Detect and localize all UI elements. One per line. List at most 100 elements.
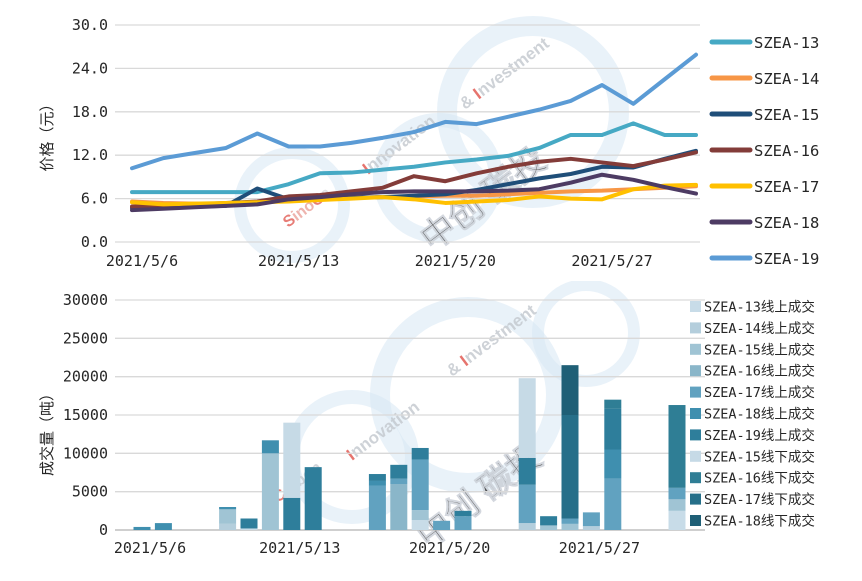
- bar-segment-SZEA-15线下成交: [518, 378, 536, 458]
- legend-item-SZEA-17线下成交: SZEA-17线下成交: [690, 491, 815, 508]
- bar-segment-SZEA-19线上成交: [283, 497, 301, 530]
- x-tick-label: 2021/5/6: [106, 252, 178, 270]
- legend-item-SZEA-17线上成交: SZEA-17线上成交: [690, 384, 815, 401]
- bar-2021/5/14: [304, 467, 322, 530]
- legend-item-SZEA-18线下成交: SZEA-18线下成交: [690, 513, 815, 530]
- bar-segment-SZEA-19线上成交: [454, 510, 472, 517]
- legend-swatch-SZEA-19线上成交: [690, 429, 701, 441]
- bar-segment-SZEA-17线上成交: [561, 518, 579, 524]
- legend-label: SZEA-17线下成交: [704, 491, 815, 508]
- y-tick-label: 10000: [63, 444, 108, 462]
- y-tick-label: 15000: [63, 406, 108, 424]
- bar-segment-SZEA-19线上成交: [540, 516, 558, 526]
- bar-2021/5/28: [604, 399, 622, 530]
- x-tick-label: 2021/5/13: [258, 252, 339, 270]
- x-tick-label: 2021/5/27: [559, 539, 640, 557]
- bar-2021/5/19: [411, 447, 429, 530]
- x-tick-label: 2021/5/13: [259, 539, 340, 557]
- bar-segment-SZEA-15线上成交: [561, 523, 579, 530]
- legend-swatch-SZEA-15线下成交: [690, 450, 701, 462]
- bar-2021/5/26: [561, 365, 579, 530]
- bar-segment-SZEA-17线上成交: [518, 484, 536, 524]
- legend-label: SZEA-15线下成交: [704, 448, 815, 465]
- y-tick-label: 30.0: [72, 16, 108, 34]
- bar-segment-SZEA-17线上成交: [582, 512, 600, 527]
- x-tick-label: 2021/5/27: [571, 252, 652, 270]
- legend-label: SZEA-15: [754, 106, 819, 124]
- line-SZEA-19: [130, 52, 698, 171]
- legend-label: SZEA-16线下成交: [704, 470, 815, 487]
- legend-swatch-SZEA-14线上成交: [690, 322, 701, 334]
- legend-item-SZEA-14: SZEA-14: [709, 70, 819, 88]
- legend-swatch-SZEA-17线下成交: [690, 493, 701, 505]
- bar-segment-SZEA-16线下成交: [604, 399, 622, 409]
- bar-segment-SZEA-17线上成交: [433, 520, 451, 530]
- bar-segment-SZEA-19线上成交: [390, 464, 408, 479]
- legend-label: SZEA-18: [754, 214, 819, 232]
- bar-2021/5/18: [390, 464, 408, 530]
- bar-segment-SZEA-15线上成交: [219, 509, 237, 524]
- legend-item-SZEA-17: SZEA-17: [709, 178, 819, 196]
- bar-segment-SZEA-13线上成交: [668, 510, 686, 530]
- bar-segment-SZEA-15线上成交: [668, 499, 686, 511]
- legend-item-SZEA-15线下成交: SZEA-15线下成交: [690, 448, 815, 465]
- bar-segment-SZEA-19线上成交: [411, 447, 429, 460]
- bar-segment-SZEA-18线上成交: [261, 440, 279, 454]
- legend-swatch-SZEA-15线上成交: [690, 343, 701, 355]
- legend-item-SZEA-13: SZEA-13: [709, 34, 819, 52]
- bar-segment-SZEA-17线上成交: [668, 487, 686, 500]
- bar-segment-SZEA-18线上成交: [604, 449, 622, 479]
- y-tick-label: 0.0: [81, 233, 108, 251]
- y-tick-label: 25000: [63, 329, 108, 347]
- legend-label: SZEA-19: [754, 250, 819, 268]
- line-SZEA-13: [130, 121, 698, 195]
- bar-2021/5/20: [433, 520, 451, 530]
- bar-segment-SZEA-18线上成交: [133, 526, 151, 530]
- bar-segment-SZEA-19线上成交: [240, 518, 258, 529]
- legend-item-SZEA-16线上成交: SZEA-16线上成交: [690, 363, 815, 380]
- y-tick-label: 30000: [63, 291, 108, 309]
- legend-swatch-SZEA-16线下成交: [690, 472, 701, 484]
- y-tick-label: 12.0: [72, 146, 108, 164]
- bar-segment-SZEA-15线上成交: [411, 510, 429, 521]
- bar-2021/5/11: [240, 518, 258, 530]
- legend-label: SZEA-15线上成交: [704, 341, 815, 358]
- legend-item-SZEA-19: SZEA-19: [709, 250, 819, 268]
- bar-segment-SZEA-19线上成交: [604, 408, 622, 450]
- bar-segment-SZEA-13线上成交: [240, 528, 258, 530]
- watermark-sinocarbon: SinoCa: [280, 184, 334, 231]
- bar-segment-SZEA-18线上成交: [368, 480, 386, 486]
- legend-label: SZEA-16: [754, 142, 819, 160]
- legend-label: SZEA-17线上成交: [704, 384, 815, 401]
- bar-segment-SZEA-16线下成交: [668, 405, 686, 488]
- legend-swatch-SZEA-13线上成交: [690, 301, 701, 312]
- bar-segment-SZEA-19线上成交: [518, 457, 536, 485]
- bar-segment-SZEA-17线上成交: [604, 478, 622, 530]
- bar-2021/5/13: [283, 422, 301, 530]
- legend-item-SZEA-15线上成交: SZEA-15线上成交: [690, 341, 815, 358]
- y-tick-label: 18.0: [72, 103, 108, 121]
- volume-stacked-bar-chart: Innovation& InvestmentoCarbon中创 碳投050001…: [38, 281, 815, 557]
- bar-2021/5/6: [133, 526, 151, 530]
- y-axis-title: 价格（元）: [39, 96, 56, 171]
- legend-item-SZEA-19线上成交: SZEA-19线上成交: [690, 427, 815, 444]
- legend-item-SZEA-16: SZEA-16: [709, 142, 819, 160]
- bar-segment-SZEA-15线上成交: [261, 453, 279, 530]
- x-tick-label: 2021/5/20: [415, 252, 496, 270]
- y-tick-label: 6.0: [81, 190, 108, 208]
- legend-label: SZEA-14线上成交: [704, 320, 815, 337]
- bar-segment-SZEA-15线下成交: [283, 422, 301, 498]
- y-tick-label: 5000: [72, 483, 108, 501]
- bar-segment-SZEA-18线上成交: [154, 523, 172, 530]
- legend-item-SZEA-16线下成交: SZEA-16线下成交: [690, 470, 815, 487]
- legend-label: SZEA-18线上成交: [704, 406, 815, 423]
- legend-swatch-SZEA-17线上成交: [690, 386, 701, 398]
- line-SZEA-17: [130, 182, 698, 207]
- y-tick-label: 0: [99, 521, 108, 539]
- line-SZEA-18: [130, 172, 698, 213]
- legend-label: SZEA-14: [754, 70, 819, 88]
- bar-segment-SZEA-17线上成交: [390, 478, 408, 484]
- legend-swatch-SZEA-16线上成交: [690, 365, 701, 377]
- watermark-circle: [532, 281, 640, 387]
